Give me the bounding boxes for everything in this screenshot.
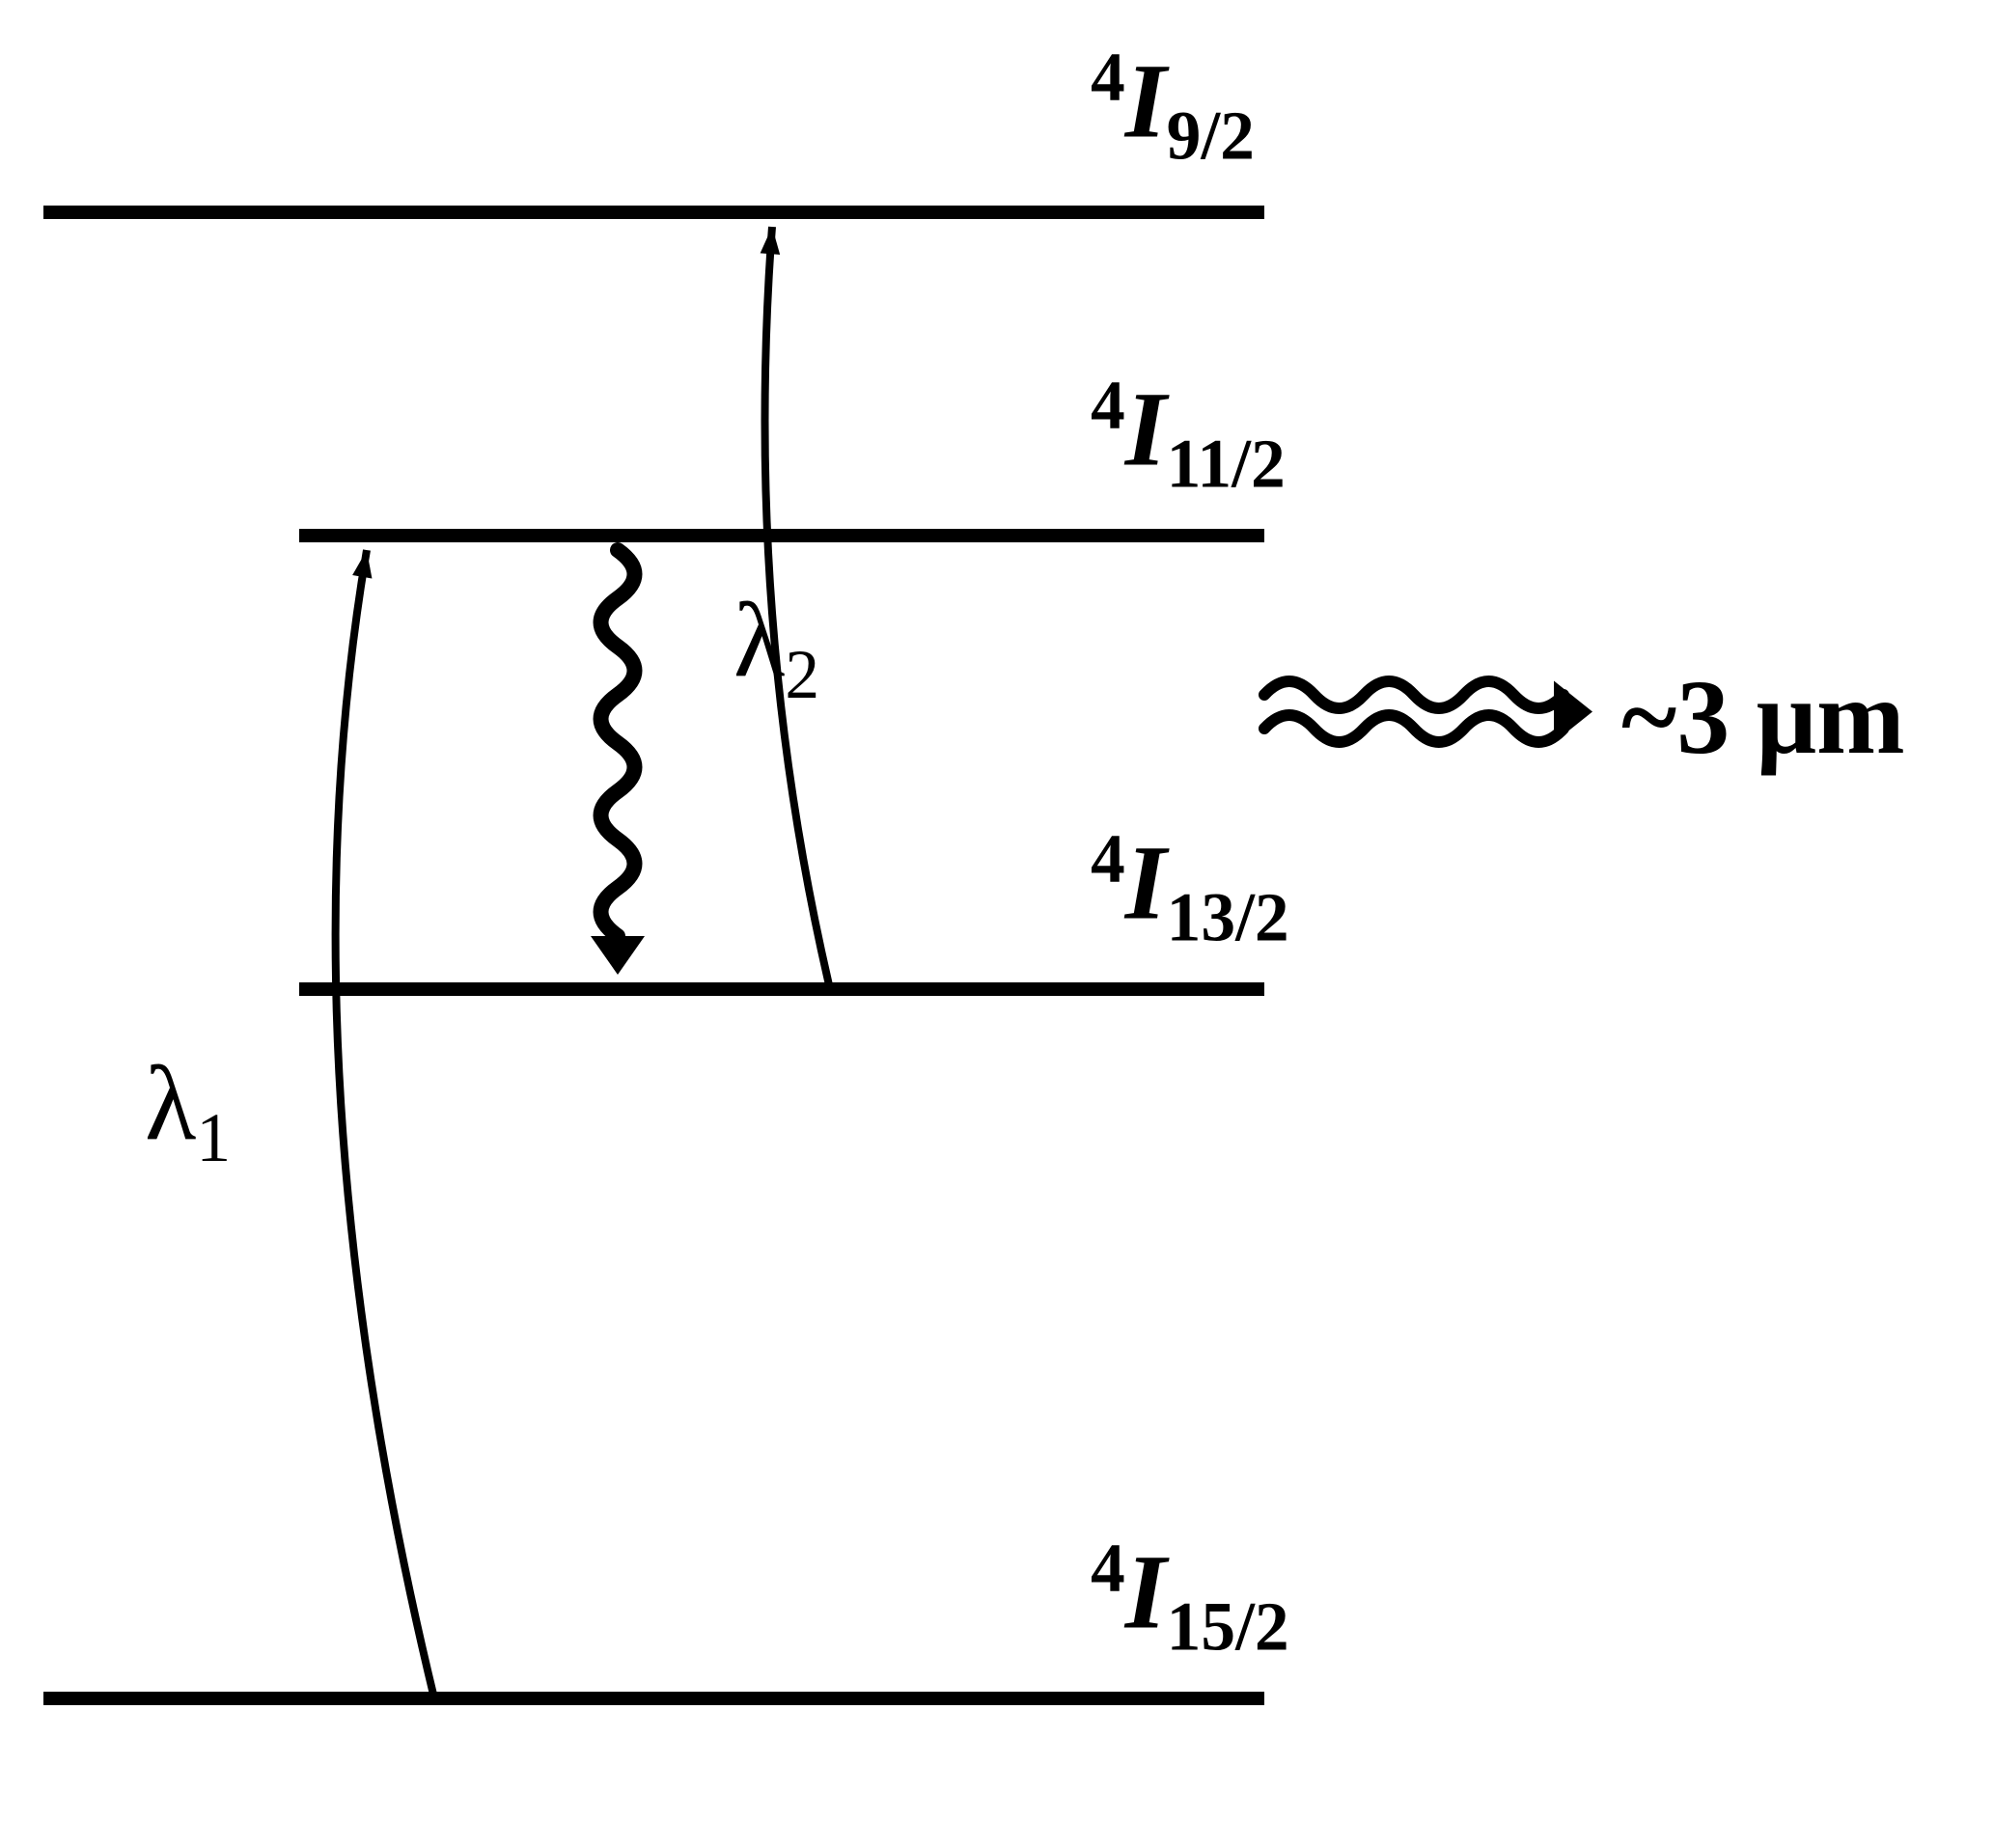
emission-label: ~3 μm [1621, 656, 1905, 779]
level-label-I13-2: 4I13/2 [1091, 820, 1289, 958]
energy-level-diagram: 4I9/2 4I11/2 4I13/2 4I15/2 λ1 λ2 ~3 μm [0, 0, 1993, 1848]
diagram-svg [0, 0, 1993, 1848]
lambda2-label: λ2 [734, 579, 819, 715]
lambda1-label: λ1 [145, 1042, 231, 1178]
level-label-I15-2: 4I15/2 [1091, 1530, 1289, 1668]
level-label-I11-2: 4I11/2 [1091, 367, 1286, 505]
level-label-I9-2: 4I9/2 [1091, 39, 1255, 177]
